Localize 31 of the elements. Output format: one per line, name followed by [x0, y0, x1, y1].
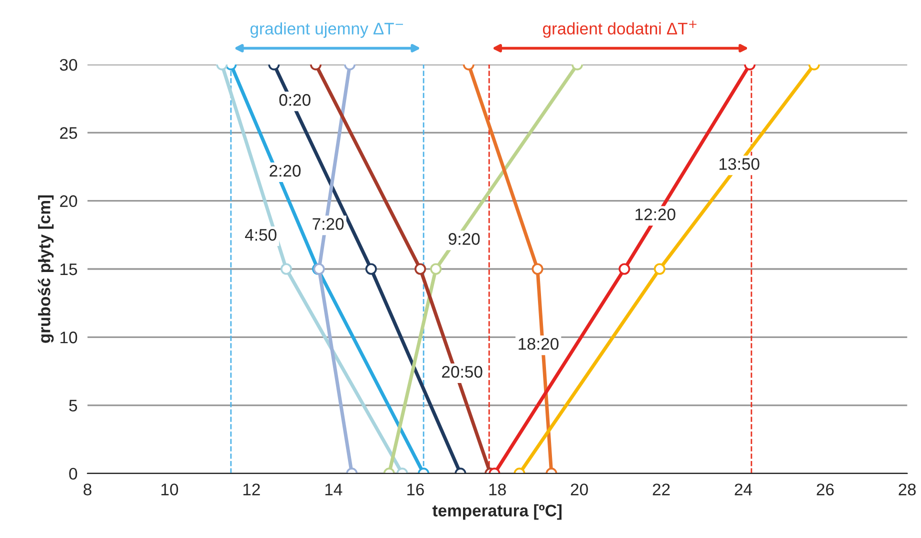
x-tick-label: 24	[734, 484, 752, 496]
y-tick-label: 5	[69, 400, 78, 412]
x-tick-label: 18	[489, 484, 506, 496]
annotation: 12:20	[636, 208, 676, 220]
y-tick-label: 20	[60, 195, 78, 208]
annotation: 9:20	[448, 233, 480, 245]
annotation: 0:20	[279, 94, 310, 106]
y-tick-label: 10	[60, 332, 78, 344]
x-tick-label: 22	[652, 484, 670, 496]
x-axis-title: temperatura [ºC]	[432, 504, 562, 520]
x-tick-label: 12	[243, 484, 260, 496]
x-tick-label: 8	[84, 484, 92, 496]
y-axis-title: grubość płyty [cm]	[38, 195, 54, 343]
annotation: 4:50	[245, 228, 276, 241]
annotation: 18:20	[518, 338, 559, 350]
x-tick-label: 20	[570, 484, 588, 496]
x-tick-label: 28	[898, 484, 916, 496]
annotation: 2:20	[270, 164, 301, 177]
y-tick-label: 30	[60, 58, 78, 71]
y-tick-label: 15	[60, 264, 78, 276]
x-tick-label: 14	[325, 484, 342, 496]
text: gradient dodatni ΔT$^{+}$	[542, 20, 696, 38]
x-tick-label: 10	[161, 484, 178, 496]
y-tick-label: 25	[60, 127, 78, 139]
annotation: 13:50	[720, 158, 760, 170]
text: gradient ujemny ΔT$^{−}$	[250, 22, 403, 38]
y-tick-label: 0	[69, 468, 78, 480]
x-tick-label: 26	[816, 484, 834, 496]
x-tick-label: 16	[407, 484, 424, 496]
annotation: 7:20	[312, 218, 344, 230]
annotation: 20:50	[442, 366, 482, 378]
